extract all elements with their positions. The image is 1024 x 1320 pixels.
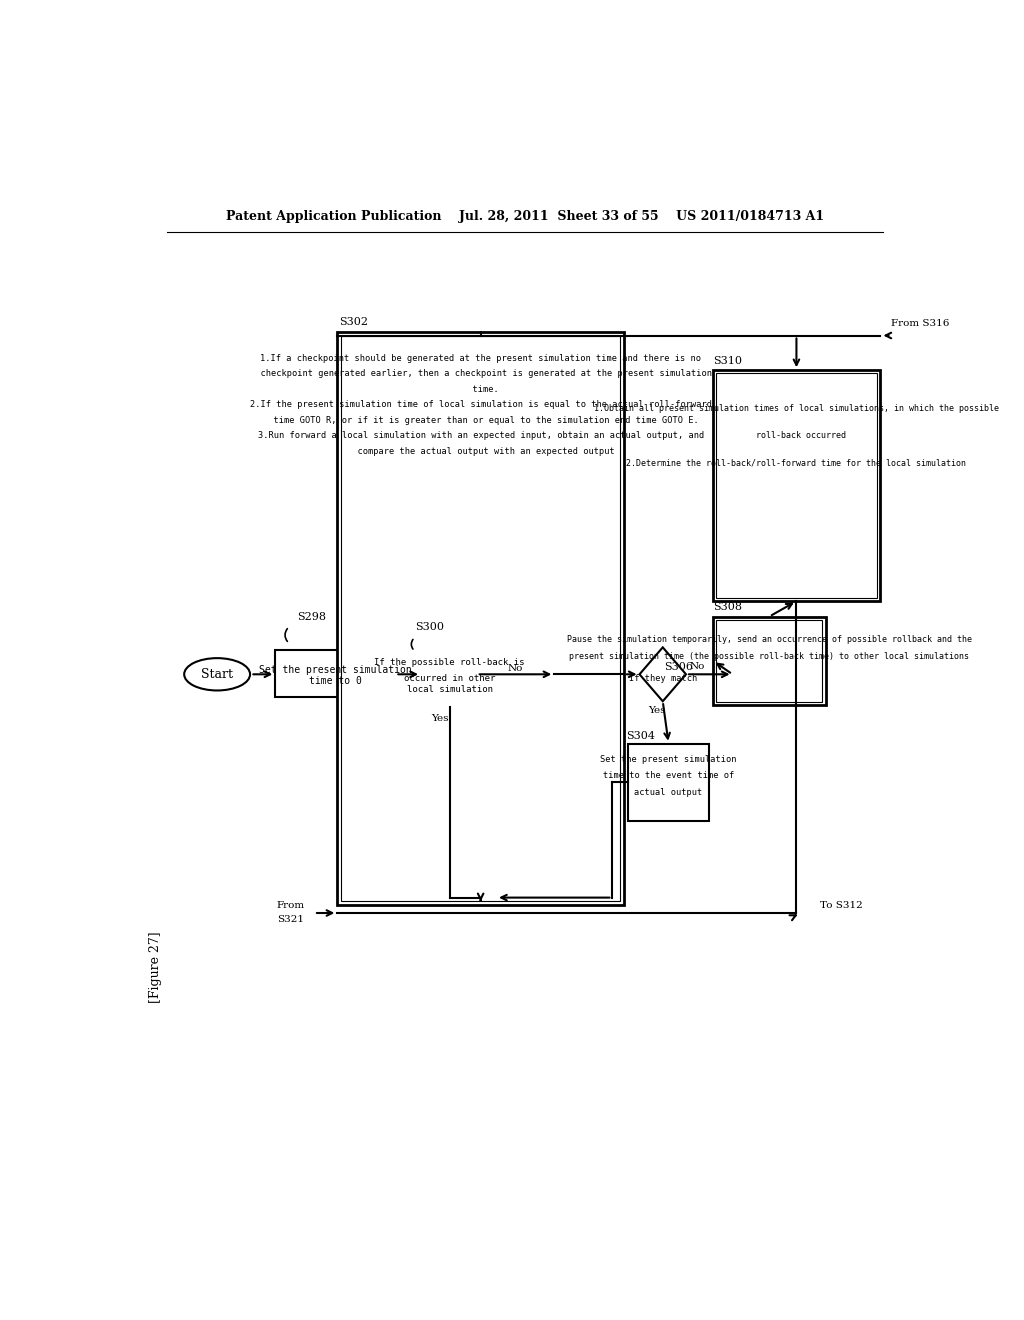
Polygon shape <box>640 647 686 701</box>
Text: local simulation: local simulation <box>407 685 493 694</box>
Text: S300: S300 <box>415 622 443 631</box>
Text: Pause the simulation temporarily, send an occurrence of possible rollback and th: Pause the simulation temporarily, send a… <box>567 635 972 644</box>
Text: No: No <box>508 664 523 673</box>
Text: roll-back occurred: roll-back occurred <box>746 432 847 440</box>
Text: S310: S310 <box>713 356 742 366</box>
Text: [Figure 27]: [Figure 27] <box>148 931 162 1003</box>
Text: 2.Determine the roll-back/roll-forward time for the local simulation: 2.Determine the roll-back/roll-forward t… <box>627 458 967 467</box>
Text: From S316: From S316 <box>891 319 949 329</box>
Text: No: No <box>690 663 706 671</box>
Bar <box>716 619 822 702</box>
Bar <box>341 335 621 902</box>
Text: 1.If a checkpoint should be generated at the present simulation time and there i: 1.If a checkpoint should be generated at… <box>260 354 701 363</box>
Bar <box>628 743 710 821</box>
Text: Set the present simulation: Set the present simulation <box>600 755 737 763</box>
Text: If the possible roll-back is: If the possible roll-back is <box>375 659 525 667</box>
Text: occurred in other: occurred in other <box>403 673 496 682</box>
Text: 1.Obtain all present simulation times of local simulations, in which the possibl: 1.Obtain all present simulation times of… <box>594 404 999 413</box>
Text: To S312: To S312 <box>819 900 862 909</box>
Bar <box>716 374 877 598</box>
Bar <box>337 331 624 906</box>
Bar <box>713 370 880 601</box>
Text: Set the present simulation: Set the present simulation <box>259 665 412 675</box>
Text: actual output: actual output <box>635 788 702 797</box>
Text: If they match: If they match <box>629 673 697 682</box>
Text: compare the actual output with an expected output: compare the actual output with an expect… <box>347 446 614 455</box>
Text: Yes: Yes <box>431 714 450 723</box>
Text: Patent Application Publication    Jul. 28, 2011  Sheet 33 of 55    US 2011/01847: Patent Application Publication Jul. 28, … <box>225 210 824 223</box>
Text: time to the event time of: time to the event time of <box>603 771 734 780</box>
Text: S321: S321 <box>278 915 304 924</box>
Text: S308: S308 <box>713 602 742 612</box>
Text: Start: Start <box>201 668 233 681</box>
Text: time to 0: time to 0 <box>309 676 361 686</box>
Text: S304: S304 <box>627 731 655 741</box>
Bar <box>275 649 395 697</box>
Text: time GOTO R, or if it is greater than or equal to the simulation end time GOTO E: time GOTO R, or if it is greater than or… <box>263 416 698 425</box>
Text: checkpoint generated earlier, then a checkpoint is generated at the present simu: checkpoint generated earlier, then a che… <box>250 370 712 379</box>
Polygon shape <box>423 642 477 708</box>
Text: 2.If the present simulation time of local simulation is equal to the actual roll: 2.If the present simulation time of loca… <box>250 400 712 409</box>
Text: S306: S306 <box>665 661 693 672</box>
Text: From: From <box>276 900 305 909</box>
Text: S298: S298 <box>297 611 326 622</box>
Ellipse shape <box>184 659 250 690</box>
Text: S302: S302 <box>340 317 369 327</box>
Text: time.: time. <box>462 385 499 393</box>
Text: present simulation time (the possible roll-back time) to other local simulations: present simulation time (the possible ro… <box>569 652 970 661</box>
Text: Yes: Yes <box>648 706 666 715</box>
Bar <box>713 616 825 705</box>
Text: 3.Run forward a local simulation with an expected input, obtain an actual output: 3.Run forward a local simulation with an… <box>257 432 703 440</box>
